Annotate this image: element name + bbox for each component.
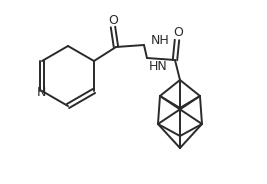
Text: N: N <box>36 86 46 100</box>
Text: HN: HN <box>149 59 168 72</box>
Text: O: O <box>108 13 118 26</box>
Text: NH: NH <box>151 33 170 47</box>
Text: O: O <box>173 26 183 40</box>
